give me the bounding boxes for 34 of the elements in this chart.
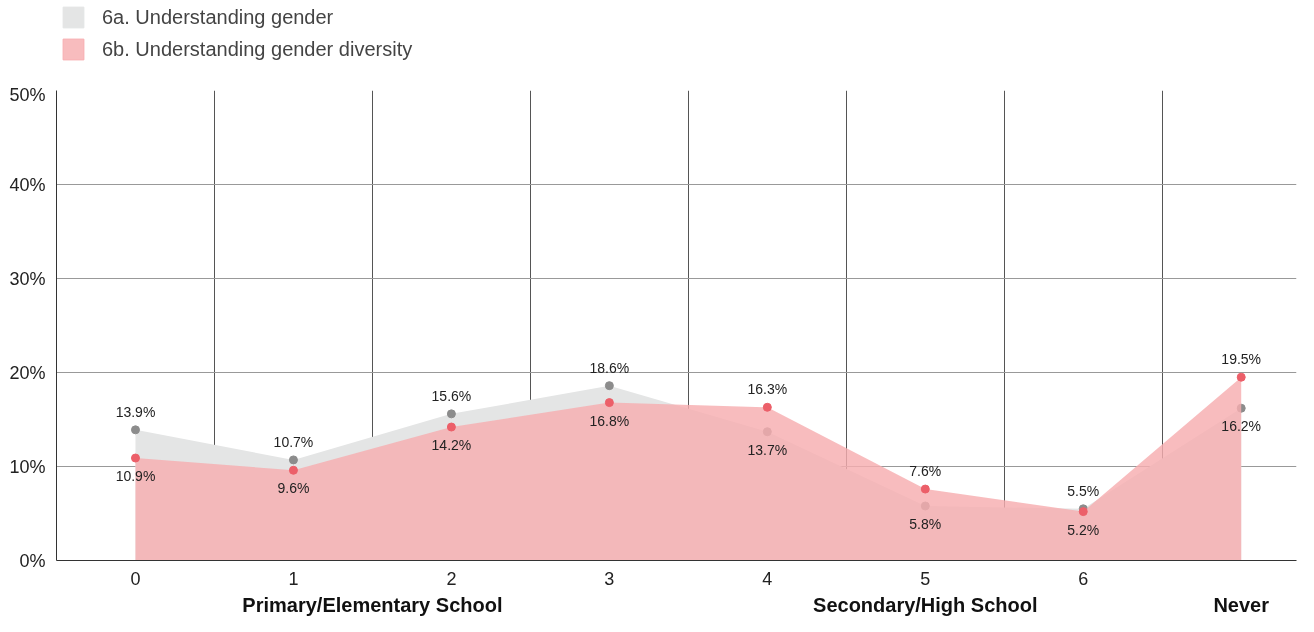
- data-label: 5.5%: [1067, 482, 1100, 499]
- data-label: 19.5%: [1221, 351, 1262, 368]
- x-tick-label: 2: [446, 568, 457, 589]
- x-tick-label: 1: [288, 568, 299, 589]
- data-label: 7.6%: [909, 463, 942, 480]
- text: Never: [1213, 593, 1270, 616]
- x-tick-label: 0: [130, 568, 141, 589]
- y-tick-label: 30%: [9, 268, 46, 289]
- x-tick-label: 3: [604, 568, 615, 589]
- data-label: 16.2%: [1221, 418, 1262, 435]
- data-label: 10.7%: [273, 433, 314, 450]
- data-label: 13.7%: [747, 441, 788, 458]
- x-tick-label: 4: [762, 568, 773, 589]
- data-label: 13.9%: [115, 403, 156, 420]
- y-tick-label: 50%: [9, 84, 46, 105]
- y-tick-label: 10%: [9, 456, 46, 477]
- data-label: 5.8%: [909, 515, 942, 532]
- data-label: 10.9%: [115, 468, 156, 485]
- x-tick-label: 5: [920, 568, 931, 589]
- y-tick-label: 0%: [19, 550, 46, 571]
- legend-label: 6a. Understanding gender: [102, 5, 334, 29]
- data-label: 15.6%: [431, 387, 472, 404]
- text: Primary/Elementary School: [242, 593, 503, 616]
- data-label: 14.2%: [431, 437, 472, 454]
- data-label: 5.2%: [1067, 521, 1100, 538]
- data-label: 16.3%: [747, 381, 788, 398]
- x-tick-label: 6: [1078, 568, 1089, 589]
- data-label: 16.8%: [589, 412, 630, 429]
- y-tick-label: 20%: [9, 362, 46, 383]
- data-label: 9.6%: [277, 480, 310, 497]
- legend-label: 6b. Understanding gender diversity: [102, 37, 413, 61]
- text: Secondary/High School: [813, 593, 1038, 616]
- y-tick-label: 40%: [9, 174, 46, 195]
- data-label: 18.6%: [589, 359, 630, 376]
